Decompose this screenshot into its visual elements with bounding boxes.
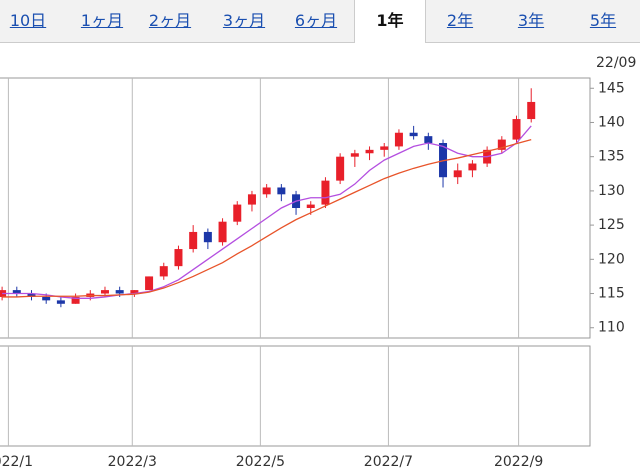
candle-body: [100, 290, 109, 294]
candle-body: [394, 132, 403, 147]
tab-bar: 10日 1ヶ月 2ヶ月 3ヶ月 6ヶ月 1年 2年 3年 5年: [0, 0, 640, 43]
candle-body: [262, 187, 271, 195]
candle-body: [247, 194, 256, 205]
date-label: 22/09: [596, 55, 636, 71]
range-tab[interactable]: 3年: [517, 11, 545, 30]
moving-average: [2, 125, 532, 299]
candle-body: [497, 139, 506, 150]
candle-body: [336, 156, 345, 181]
lower-panel: [0, 345, 591, 447]
range-tab[interactable]: 10日: [9, 11, 47, 30]
x-tick-label: 2022/1: [0, 454, 33, 470]
candle-body: [468, 163, 477, 171]
range-tab[interactable]: 1年: [354, 0, 426, 43]
x-tick-label: 2022/9: [494, 454, 543, 470]
y-tick-label: 115: [598, 286, 625, 302]
range-tab[interactable]: 3ヶ月: [222, 11, 266, 30]
y-tick-label: 135: [598, 149, 625, 165]
candle-body: [203, 231, 212, 243]
y-tick-label: 130: [598, 183, 625, 199]
candle-body: [527, 101, 536, 120]
candle-body: [277, 187, 286, 195]
candle-body: [233, 204, 242, 222]
y-tick-label: 145: [598, 80, 625, 96]
candle-body: [365, 149, 374, 154]
candle-body: [12, 290, 21, 294]
candle-body: [321, 180, 330, 205]
y-tick-label: 140: [598, 114, 625, 130]
candle-body: [159, 266, 168, 277]
candle-body: [439, 143, 448, 178]
range-tab[interactable]: 2年: [446, 11, 474, 30]
candle-body: [409, 132, 418, 137]
y-tick-label: 120: [598, 251, 625, 267]
x-tick-label: 2022/7: [364, 454, 413, 470]
range-tab[interactable]: 2ヶ月: [148, 11, 192, 30]
candle-body: [115, 290, 124, 294]
candle-body: [424, 136, 433, 143]
y-tick-label: 110: [598, 320, 625, 336]
candle-body: [380, 146, 389, 150]
candle-body: [56, 300, 65, 304]
range-tab[interactable]: 1ヶ月: [80, 11, 124, 30]
candle-body: [218, 221, 227, 243]
range-tab[interactable]: 6ヶ月: [294, 11, 338, 30]
candle-body: [453, 170, 462, 178]
candle-body: [174, 249, 183, 267]
candle-body: [42, 296, 51, 301]
candle-body: [189, 231, 198, 250]
x-tick-label: 2022/5: [236, 454, 285, 470]
candle-body: [512, 119, 521, 140]
candle-body: [306, 204, 315, 208]
moving-average: [2, 138, 532, 298]
price-panel: [0, 77, 591, 339]
candle-body: [71, 296, 80, 304]
y-tick-label: 125: [598, 217, 625, 233]
candle-body: [350, 153, 359, 157]
x-tick-label: 2022/3: [108, 454, 157, 470]
candle-body: [145, 276, 154, 291]
candle-body: [130, 290, 139, 294]
range-tab[interactable]: 5年: [589, 11, 617, 30]
candle-body: [27, 293, 36, 297]
